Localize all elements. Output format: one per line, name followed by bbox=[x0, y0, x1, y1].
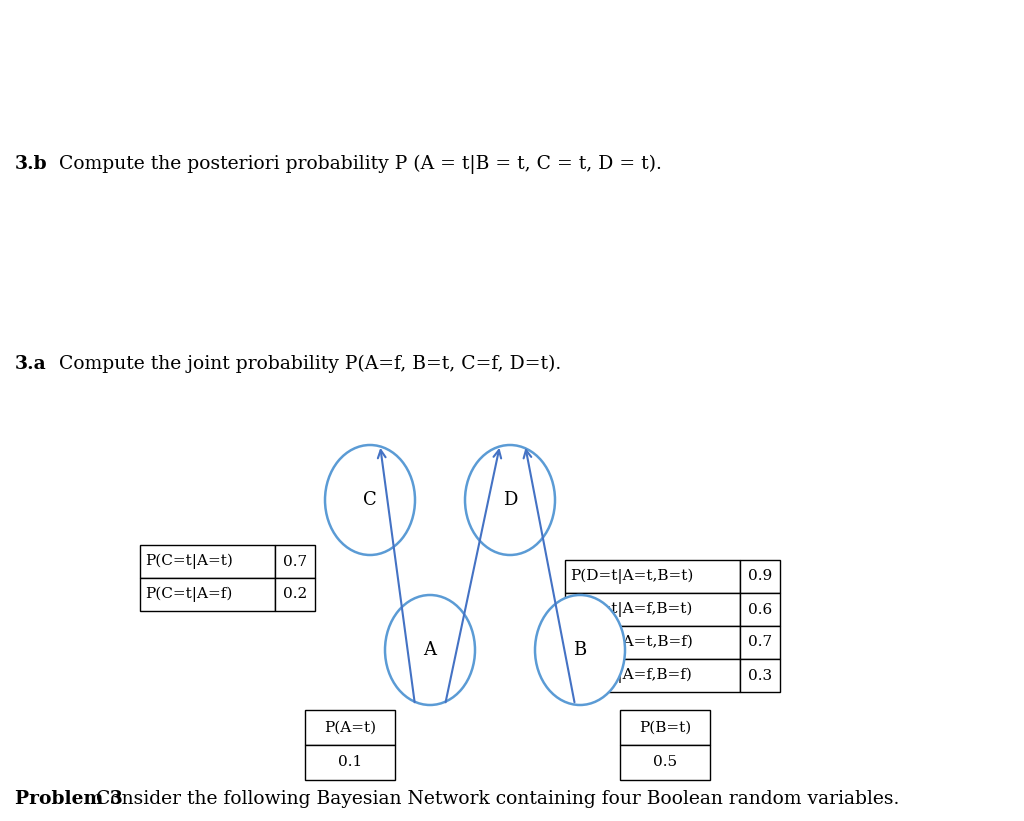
Bar bbox=[275, 578, 315, 611]
Text: Consider the following Bayesian Network containing four Boolean random variables: Consider the following Bayesian Network … bbox=[90, 790, 899, 808]
Text: 0.2: 0.2 bbox=[283, 588, 307, 602]
Text: 0.6: 0.6 bbox=[748, 603, 772, 617]
Text: P(C=t|A=t): P(C=t|A=t) bbox=[145, 554, 232, 569]
Ellipse shape bbox=[325, 445, 415, 555]
Text: 3.a: 3.a bbox=[15, 355, 47, 373]
Text: P(B=t): P(B=t) bbox=[639, 721, 691, 735]
Text: Compute the posteriori probability P (A = t|B = t, C = t, D = t).: Compute the posteriori probability P (A … bbox=[53, 155, 662, 174]
Text: 0.7: 0.7 bbox=[748, 635, 772, 649]
Text: 0.3: 0.3 bbox=[748, 668, 772, 682]
Text: D: D bbox=[503, 491, 517, 509]
Bar bbox=[305, 710, 395, 745]
Text: 0.7: 0.7 bbox=[283, 554, 307, 568]
Bar bbox=[565, 626, 740, 659]
Bar bbox=[305, 745, 395, 780]
Bar bbox=[620, 745, 710, 780]
Text: Problem 3: Problem 3 bbox=[15, 790, 123, 808]
Text: 0.9: 0.9 bbox=[748, 570, 772, 584]
Bar bbox=[740, 626, 780, 659]
Bar bbox=[740, 560, 780, 593]
Ellipse shape bbox=[465, 445, 555, 555]
Text: Compute the joint probability P(A=f, B=t, C=f, D=t).: Compute the joint probability P(A=f, B=t… bbox=[53, 355, 561, 374]
Text: C: C bbox=[364, 491, 377, 509]
Text: B: B bbox=[573, 641, 587, 659]
Text: P(D=t|A=f,B=f): P(D=t|A=f,B=f) bbox=[570, 667, 692, 683]
Bar bbox=[140, 578, 275, 611]
Text: A: A bbox=[424, 641, 436, 659]
Text: P(D=t|A=f,B=t): P(D=t|A=f,B=t) bbox=[570, 602, 692, 617]
Ellipse shape bbox=[385, 595, 475, 705]
Bar bbox=[740, 593, 780, 626]
Text: P(C=t|A=f): P(C=t|A=f) bbox=[145, 587, 232, 602]
Text: P(D=t|A=t,B=f): P(D=t|A=t,B=f) bbox=[570, 635, 693, 650]
Text: 0.1: 0.1 bbox=[338, 755, 362, 769]
Text: P(A=t): P(A=t) bbox=[324, 721, 376, 735]
Bar bbox=[140, 545, 275, 578]
Ellipse shape bbox=[535, 595, 625, 705]
Bar bbox=[565, 560, 740, 593]
Bar bbox=[275, 545, 315, 578]
Bar bbox=[740, 659, 780, 692]
Bar bbox=[565, 593, 740, 626]
Text: 3.b: 3.b bbox=[15, 155, 48, 173]
Text: 0.5: 0.5 bbox=[653, 755, 677, 769]
Bar bbox=[620, 710, 710, 745]
Text: P(D=t|A=t,B=t): P(D=t|A=t,B=t) bbox=[570, 569, 693, 585]
Bar bbox=[565, 659, 740, 692]
